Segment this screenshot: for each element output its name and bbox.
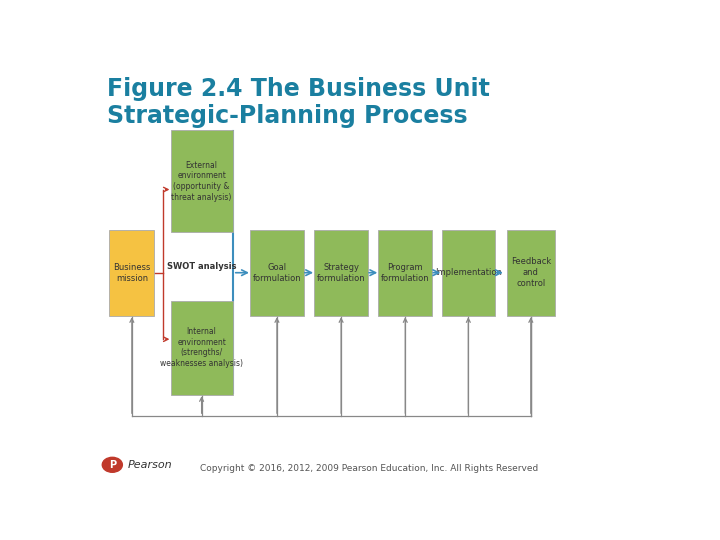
- Text: Strategy
formulation: Strategy formulation: [317, 263, 366, 282]
- Text: P: P: [109, 460, 116, 470]
- Text: Figure 2.4 The Business Unit
Strategic-Planning Process: Figure 2.4 The Business Unit Strategic-P…: [107, 77, 490, 128]
- Text: Program
formulation: Program formulation: [381, 263, 430, 282]
- Text: External
environment
(opportunity &
threat analysis): External environment (opportunity & thre…: [171, 160, 232, 202]
- Text: Business
mission: Business mission: [113, 263, 150, 282]
- Text: Pearson: Pearson: [128, 460, 173, 470]
- FancyBboxPatch shape: [171, 130, 233, 232]
- Text: Feedback
and
control: Feedback and control: [510, 258, 551, 288]
- Text: Implementation: Implementation: [435, 268, 502, 277]
- Text: Goal
formulation: Goal formulation: [253, 263, 301, 282]
- FancyBboxPatch shape: [109, 230, 155, 315]
- Text: Copyright © 2016, 2012, 2009 Pearson Education, Inc. All Rights Reserved: Copyright © 2016, 2012, 2009 Pearson Edu…: [200, 464, 538, 473]
- FancyBboxPatch shape: [507, 230, 555, 315]
- Circle shape: [102, 457, 122, 472]
- FancyBboxPatch shape: [171, 301, 233, 395]
- FancyBboxPatch shape: [315, 230, 368, 315]
- FancyBboxPatch shape: [379, 230, 432, 315]
- FancyBboxPatch shape: [441, 230, 495, 315]
- FancyBboxPatch shape: [250, 230, 304, 315]
- Text: Internal
environment
(strengths/
weaknesses analysis): Internal environment (strengths/ weaknes…: [160, 327, 243, 368]
- Text: SWOT analysis: SWOT analysis: [167, 262, 236, 271]
